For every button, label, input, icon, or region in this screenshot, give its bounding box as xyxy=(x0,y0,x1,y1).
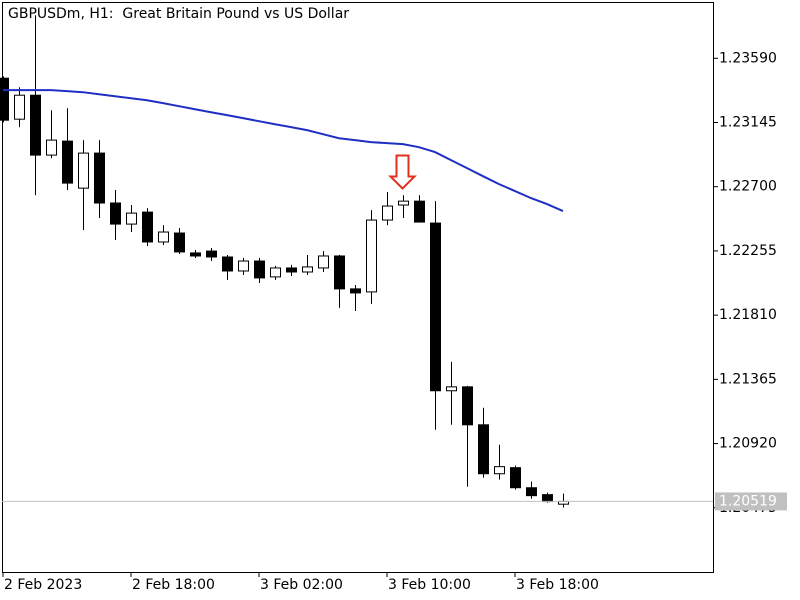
candle-body xyxy=(110,202,121,225)
candle-body xyxy=(158,231,169,243)
candle-body xyxy=(398,200,409,206)
candle-body xyxy=(430,222,441,392)
candle-body xyxy=(318,255,329,269)
x-tick-label: 2 Feb 18:00 xyxy=(132,577,215,593)
candle-body xyxy=(542,494,553,503)
candle-body xyxy=(270,267,281,278)
y-tick-label: 1.22700 xyxy=(719,179,777,195)
x-tick-label: 3 Feb 10:00 xyxy=(388,577,471,593)
candle-body xyxy=(126,212,137,225)
candle-body xyxy=(0,77,9,121)
last-price-label: 1.20519 xyxy=(719,493,777,509)
candle-body xyxy=(78,152,89,189)
candle-body xyxy=(446,386,457,392)
y-tick-label: 1.21365 xyxy=(719,371,777,387)
candle-body xyxy=(350,288,361,294)
y-tick-label: 1.21810 xyxy=(719,307,777,323)
candle-body xyxy=(366,219,377,293)
candle-body xyxy=(526,487,537,497)
y-tick-label: 1.23145 xyxy=(719,114,777,130)
x-tick-label: 3 Feb 18:00 xyxy=(516,577,599,593)
candle-body xyxy=(238,260,249,272)
candle-body xyxy=(30,94,41,156)
candle-body xyxy=(414,200,425,223)
candle-body xyxy=(46,139,57,156)
last-price-box xyxy=(715,492,787,511)
moving-average xyxy=(3,89,564,213)
y-tick-label: 1.23590 xyxy=(719,50,777,66)
candle-body xyxy=(174,232,185,253)
candle-body xyxy=(254,260,265,279)
y-tick-label: 1.22255 xyxy=(719,243,777,259)
x-tick-label: 3 Feb 02:00 xyxy=(260,577,343,593)
candle-body xyxy=(14,94,25,120)
candle-body xyxy=(94,152,105,204)
candle-body xyxy=(142,211,153,243)
plot-area xyxy=(0,15,569,508)
signal-arrow xyxy=(388,154,417,190)
x-tick-label: 2 Feb 2023 xyxy=(4,577,82,593)
candle-body xyxy=(334,255,345,290)
candle-body xyxy=(190,252,201,257)
candle-body xyxy=(62,140,73,184)
chart-title: GBPUSDm, H1: Great Britain Pound vs US D… xyxy=(8,6,349,22)
candle-body xyxy=(510,467,521,489)
y-tick-label: 1.20920 xyxy=(719,436,777,452)
candle-body xyxy=(222,256,233,272)
candle-body xyxy=(462,386,473,426)
plot-frame xyxy=(2,2,714,573)
candle-body xyxy=(478,424,489,475)
candle-body xyxy=(302,266,313,273)
candle-body xyxy=(206,250,217,258)
candle-body xyxy=(494,466,505,475)
candle-body xyxy=(382,205,393,221)
candle-body xyxy=(286,267,297,273)
